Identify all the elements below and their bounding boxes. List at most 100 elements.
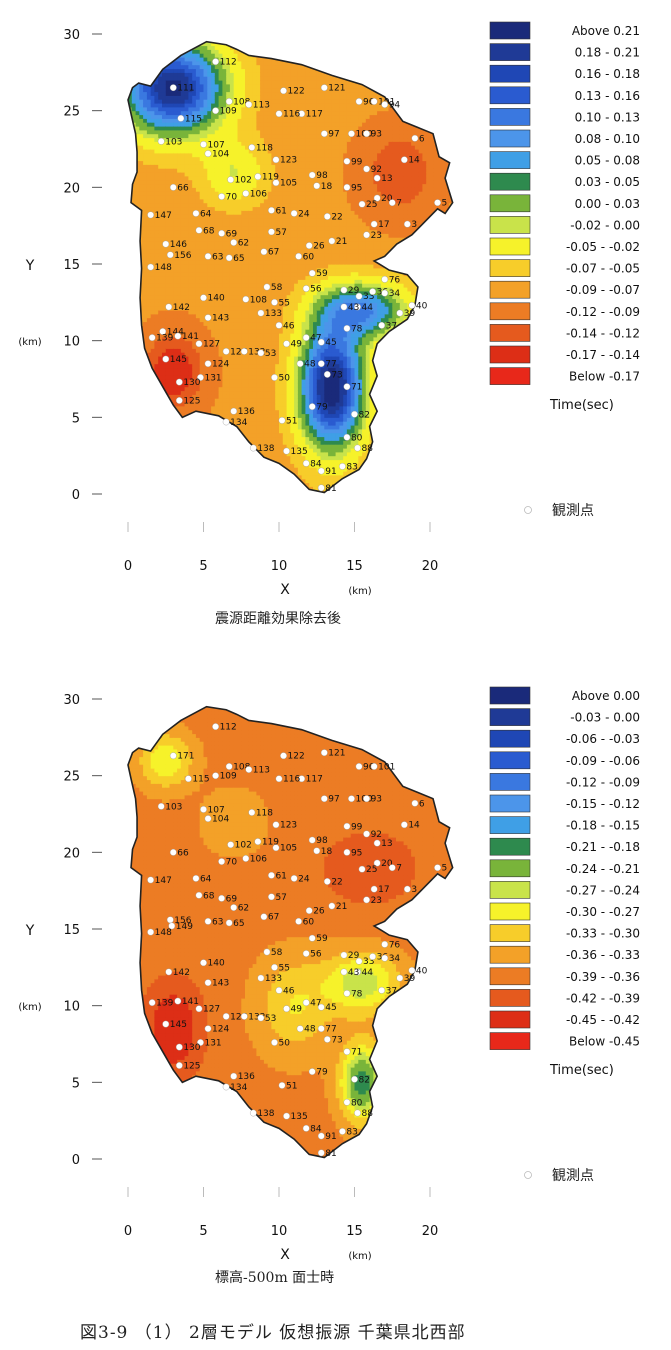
station-label: 103 (165, 137, 182, 147)
station-marker (340, 951, 348, 959)
x-tick-label: 0 (124, 559, 132, 574)
station-label: 3 (411, 220, 417, 230)
y-tick-label: 25 (63, 770, 80, 785)
station-label: 81 (325, 484, 336, 494)
station-marker (320, 130, 328, 138)
y-axis-unit: (km) (18, 337, 41, 348)
station-marker (290, 209, 298, 217)
station-marker (290, 874, 298, 882)
legend-label: Below -0.45 (569, 1035, 640, 1049)
station-label: 65 (233, 919, 244, 929)
station-label: 18 (321, 847, 333, 857)
station-label: 156 (174, 251, 191, 261)
station-label: 123 (280, 156, 297, 166)
station-label: 50 (278, 1038, 290, 1048)
station-marker (408, 966, 416, 974)
station-marker (434, 864, 441, 872)
station-label: 70 (226, 858, 238, 868)
station-marker (204, 917, 212, 925)
station-label: 88 (362, 1109, 374, 1119)
station-marker (227, 841, 235, 849)
station-marker (370, 885, 378, 893)
station-marker (147, 263, 155, 271)
station-marker (358, 865, 366, 873)
legend-label: -0.36 - -0.33 (566, 948, 640, 962)
station-label: 21 (336, 902, 347, 912)
station-marker (400, 156, 408, 164)
station-marker (317, 1149, 325, 1157)
station-marker (174, 332, 182, 340)
legend-swatch (489, 237, 531, 256)
station-marker (305, 907, 313, 915)
legend-swatch (489, 945, 531, 964)
station-label: 92 (371, 830, 382, 840)
station-marker (343, 324, 351, 332)
station-label: 125 (183, 1061, 200, 1071)
station-label: 108 (250, 295, 267, 305)
station-label: 65 (233, 254, 244, 264)
station-label: 63 (212, 917, 223, 927)
station-marker (157, 137, 165, 145)
station-marker (323, 370, 331, 378)
station-label: 106 (250, 854, 267, 864)
station-label: 131 (204, 1038, 221, 1048)
station-marker (162, 355, 170, 363)
station-label: 62 (238, 239, 249, 249)
legend-swatch (489, 881, 531, 899)
station-label: 143 (212, 979, 229, 989)
station-marker (165, 968, 173, 976)
legend-swatch (489, 859, 531, 878)
station-marker (248, 809, 256, 816)
station-label: 47 (310, 999, 321, 1009)
station-label: 80 (351, 1098, 363, 1108)
station-label: 134 (230, 418, 247, 428)
station-label: 109 (220, 107, 237, 117)
station-label: 53 (265, 1014, 276, 1024)
station-label: 67 (268, 248, 279, 258)
station-label: 13 (381, 839, 392, 849)
station-marker (204, 1025, 212, 1033)
station-marker (343, 989, 351, 997)
station-label: 84 (310, 1124, 322, 1134)
station-label: 124 (212, 360, 229, 370)
station-label: 56 (310, 285, 322, 295)
station-marker (148, 999, 156, 1006)
legend-label: -0.21 - -0.18 (566, 840, 640, 854)
station-label: 118 (256, 808, 273, 818)
legend-station-label: 観測点 (552, 502, 594, 519)
station-marker (370, 220, 378, 228)
station-label: 95 (351, 183, 362, 193)
legend-label: 0.10 - 0.13 (575, 110, 640, 124)
station-marker (320, 749, 328, 757)
station-label: 112 (220, 723, 237, 733)
x-tick-label: 5 (199, 1224, 207, 1239)
station-marker (355, 763, 363, 770)
station-label: 136 (238, 407, 255, 417)
station-marker (323, 213, 331, 220)
station-marker (283, 1112, 290, 1120)
station-label: 105 (280, 179, 297, 189)
station-label: 117 (306, 775, 323, 785)
station-label: 84 (310, 459, 322, 469)
station-marker (302, 950, 310, 957)
station-marker (263, 948, 271, 956)
station-label: 14 (408, 821, 420, 831)
station-marker (308, 171, 316, 179)
station-marker (268, 893, 275, 901)
station-marker (381, 289, 389, 297)
station-marker (373, 839, 381, 847)
legend-label: -0.17 - -0.14 (566, 348, 640, 362)
station-marker (313, 182, 321, 190)
station-label: 61 (275, 206, 286, 216)
station-marker (200, 140, 207, 148)
station-label: 6 (419, 134, 425, 144)
chart-caption-top: 震源距離効果除去後 (215, 608, 341, 628)
station-marker (192, 209, 200, 217)
station-label: 104 (212, 815, 229, 825)
legend-label: -0.09 - -0.06 (566, 754, 640, 768)
station-marker (240, 1012, 248, 1020)
station-marker (328, 902, 336, 910)
station-label: 76 (389, 275, 401, 285)
legend-swatch (489, 1032, 531, 1050)
legend-label: -0.30 - -0.27 (566, 905, 640, 919)
